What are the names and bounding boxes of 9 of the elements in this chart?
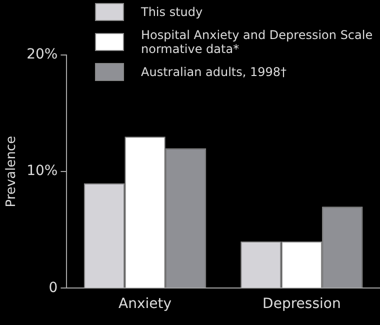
y-tick-label: 20% (26, 46, 58, 63)
y-tick-label: 0 (48, 280, 58, 296)
legend-label: Hospital Anxiety and Depression Scale normative data* (141, 28, 374, 56)
y-axis-title: Prevalence (4, 136, 20, 208)
x-tick-label: Depression (262, 296, 341, 312)
legend-label: Australian adults, 1998† (141, 65, 287, 79)
legend-label: This study (141, 5, 203, 19)
x-tick-label: Anxiety (118, 296, 172, 312)
y-tick-label: 10% (26, 163, 58, 180)
